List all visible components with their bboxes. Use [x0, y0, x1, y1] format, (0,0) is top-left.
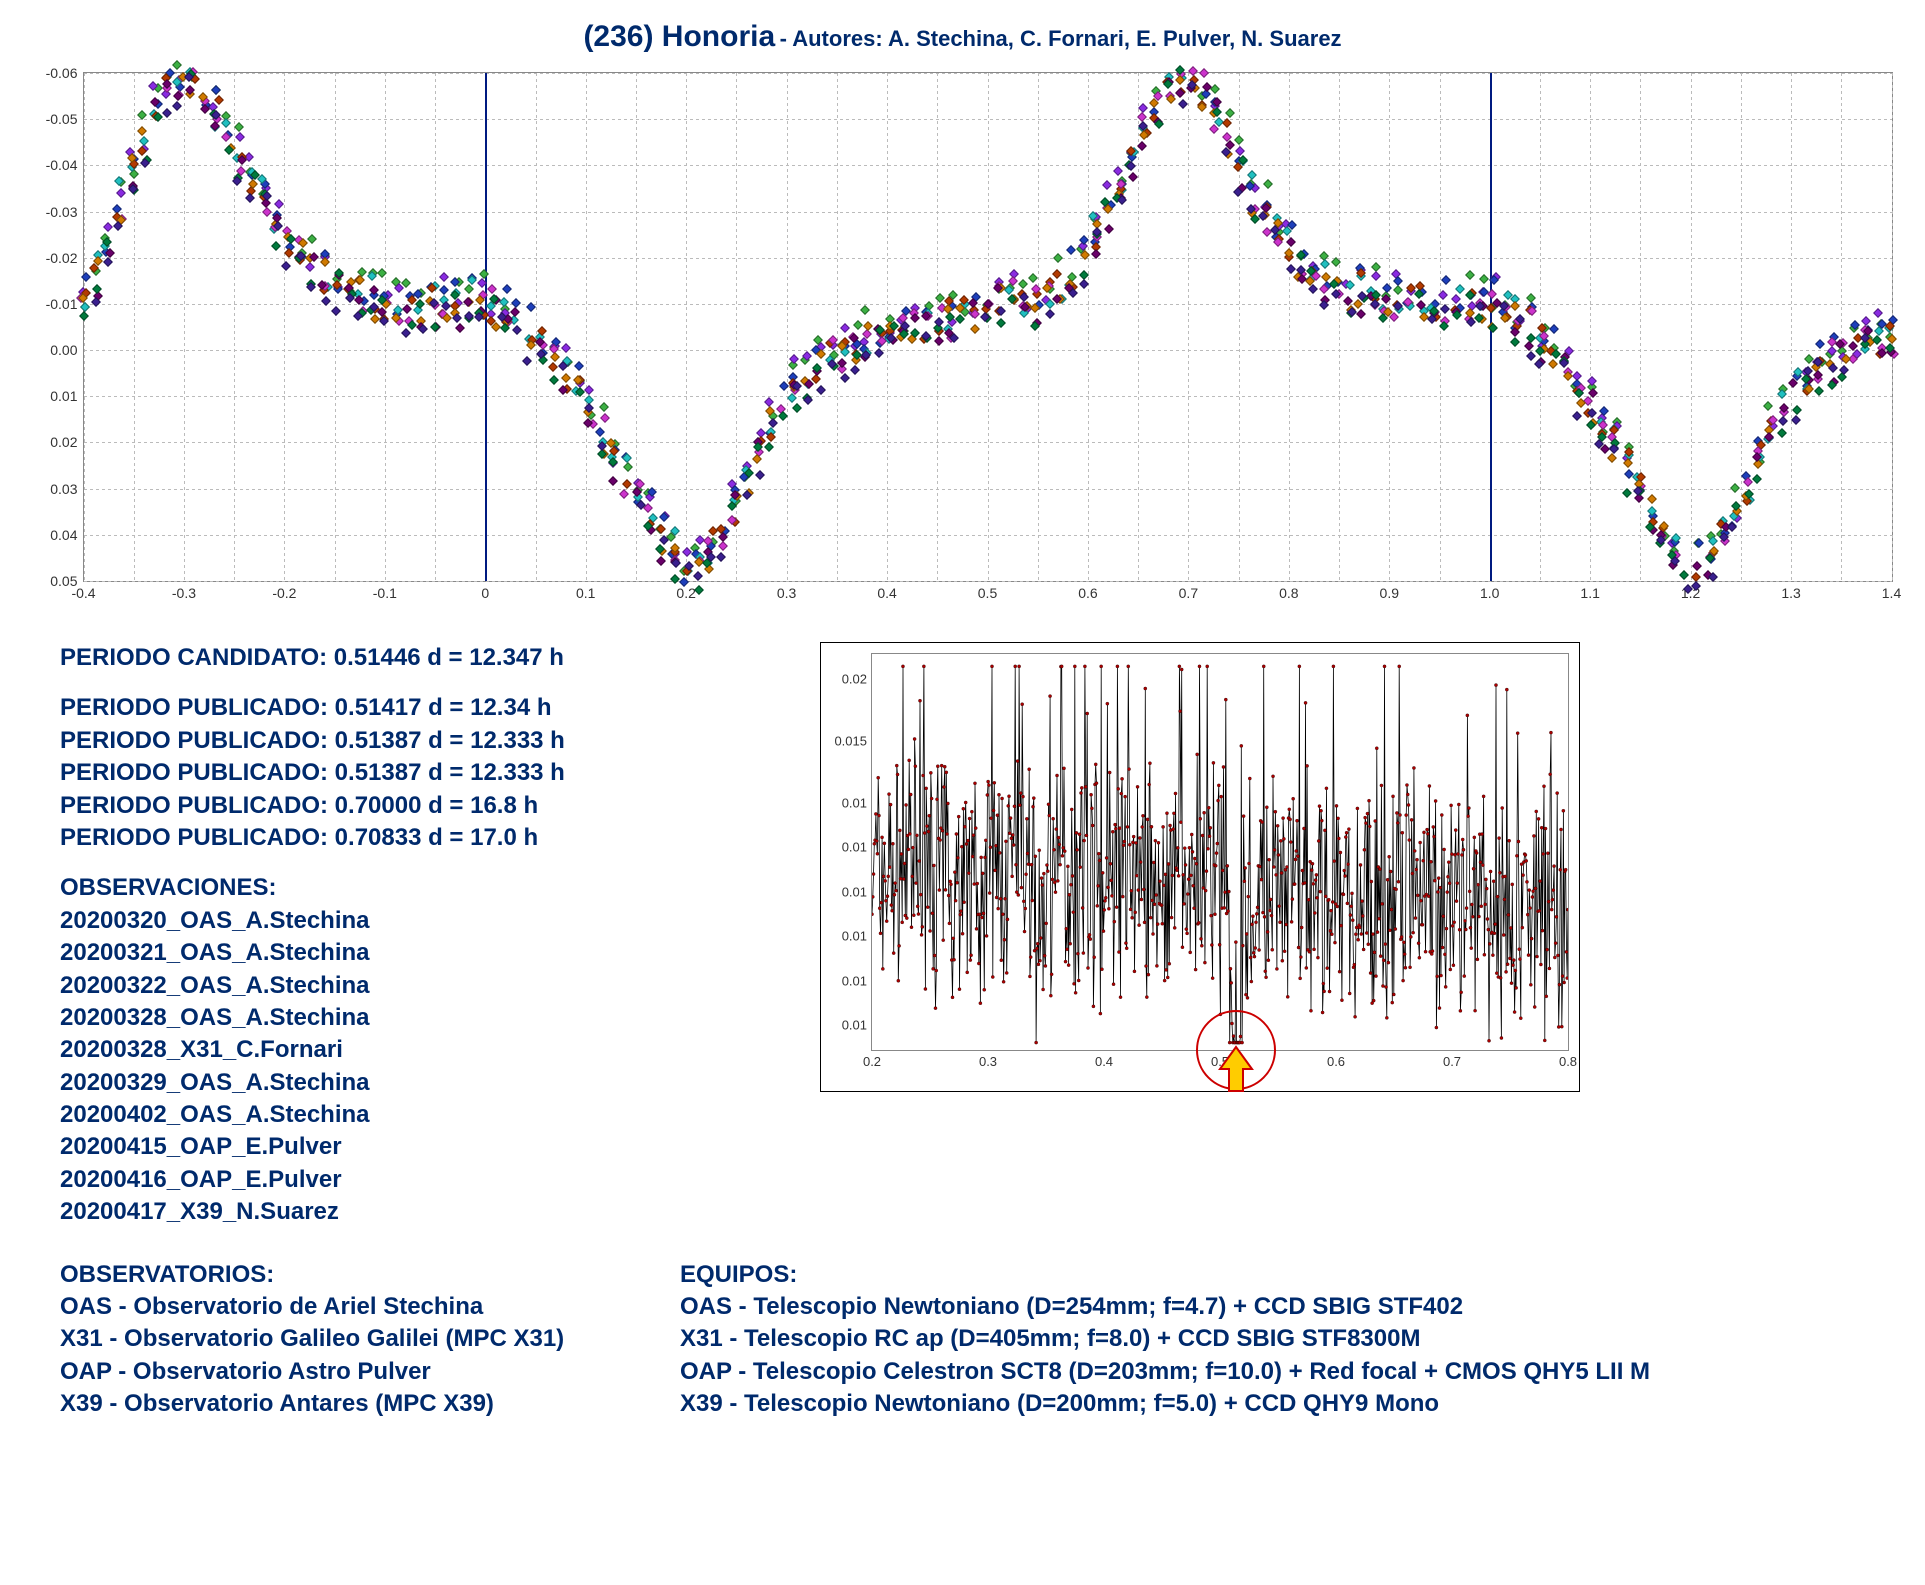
- equipo-item: X39 - Telescopio Newtoniano (D=200mm; f=…: [680, 1388, 1865, 1420]
- x-tick-label: 1.4: [1882, 581, 1901, 601]
- x-tick-label: -0.3: [172, 581, 196, 601]
- pg-y-tick: 0.01: [842, 795, 872, 810]
- pg-y-tick: 0.01: [842, 1018, 872, 1033]
- pg-y-tick: 0.02: [842, 671, 872, 686]
- observatorio-item: OAP - Observatorio Astro Pulver: [60, 1356, 620, 1388]
- equipos-column: EQUIPOS: OAS - Telescopio Newtoniano (D=…: [680, 1259, 1865, 1421]
- x-tick-label: 0.8: [1279, 581, 1298, 601]
- x-tick-label: 0.1: [576, 581, 595, 601]
- x-tick-label: 1.1: [1580, 581, 1599, 601]
- x-tick-label: 0.3: [777, 581, 796, 601]
- pg-x-tick: 0.2: [863, 1050, 881, 1069]
- y-tick-label: 0.00: [50, 342, 83, 358]
- observatorios-list: OAS - Observatorio de Ariel StechinaX31 …: [60, 1291, 620, 1421]
- observatorio-item: X39 - Observatorio Antares (MPC X39): [60, 1388, 620, 1420]
- period-marker: [485, 73, 487, 581]
- y-tick-label: 0.04: [50, 527, 83, 543]
- x-tick-label: 0.4: [877, 581, 896, 601]
- periodo-publicado: PERIODO PUBLICADO: 0.70000 d = 16.8 h: [60, 790, 780, 822]
- pg-y-tick: 0.01: [842, 973, 872, 988]
- phase-plot-area: -0.06-0.05-0.04-0.03-0.02-0.010.000.010.…: [83, 72, 1893, 582]
- y-tick-label: -0.06: [46, 65, 84, 81]
- x-tick-label: 0: [481, 581, 489, 601]
- observacion-item: 20200320_OAS_A.Stechina: [60, 905, 780, 937]
- equipos-header: EQUIPOS:: [680, 1259, 1865, 1291]
- x-tick-label: -0.2: [272, 581, 296, 601]
- x-tick-label: -0.1: [373, 581, 397, 601]
- title-authors: - Autores: A. Stechina, C. Fornari, E. P…: [780, 26, 1342, 51]
- y-tick-label: 0.03: [50, 481, 83, 497]
- pg-x-tick: 0.4: [1095, 1050, 1113, 1069]
- y-tick-label: -0.03: [46, 204, 84, 220]
- y-tick-label: -0.04: [46, 157, 84, 173]
- periodo-candidato: PERIODO CANDIDATO: 0.51446 d = 12.347 h: [60, 642, 780, 674]
- pg-y-tick: 0.01: [842, 884, 872, 899]
- periodogram-plot-area: 0.010.010.010.010.010.010.0150.020.20.30…: [871, 653, 1569, 1051]
- y-tick-label: -0.02: [46, 250, 84, 266]
- x-tick-label: 1.3: [1781, 581, 1800, 601]
- pg-x-tick: 0.6: [1327, 1050, 1345, 1069]
- pg-x-tick: 0.8: [1559, 1050, 1577, 1069]
- observacion-item: 20200329_OAS_A.Stechina: [60, 1067, 780, 1099]
- observacion-item: 20200328_X31_C.Fornari: [60, 1034, 780, 1066]
- pg-y-tick: 0.015: [834, 733, 872, 748]
- y-tick-label: 0.01: [50, 388, 83, 404]
- x-tick-label: -0.4: [71, 581, 95, 601]
- x-tick-label: 0.5: [978, 581, 997, 601]
- y-tick-label: -0.05: [46, 111, 84, 127]
- observacion-item: 20200328_OAS_A.Stechina: [60, 1002, 780, 1034]
- observaciones-header: OBSERVACIONES:: [60, 872, 780, 904]
- pg-y-tick: 0.01: [842, 840, 872, 855]
- observacion-item: 20200415_OAP_E.Pulver: [60, 1131, 780, 1163]
- observacion-item: 20200322_OAS_A.Stechina: [60, 970, 780, 1002]
- observatorios-column: OBSERVATORIOS: OAS - Observatorio de Ari…: [60, 1259, 620, 1421]
- observaciones-list: 20200320_OAS_A.Stechina20200321_OAS_A.St…: [60, 905, 780, 1229]
- observatorio-item: OAS - Observatorio de Ariel Stechina: [60, 1291, 620, 1323]
- bottom-section: PERIODO CANDIDATO: 0.51446 d = 12.347 h …: [20, 632, 1905, 1239]
- x-tick-label: 0.6: [1078, 581, 1097, 601]
- equipo-item: OAS - Telescopio Newtoniano (D=254mm; f=…: [680, 1291, 1865, 1323]
- equipo-item: OAP - Telescopio Celestron SCT8 (D=203mm…: [680, 1356, 1865, 1388]
- observatorios-equipos-row: OBSERVATORIOS: OAS - Observatorio de Ari…: [20, 1239, 1905, 1421]
- y-tick-label: 0.02: [50, 434, 83, 450]
- observacion-item: 20200321_OAS_A.Stechina: [60, 937, 780, 969]
- equipos-list: OAS - Telescopio Newtoniano (D=254mm; f=…: [680, 1291, 1865, 1421]
- x-tick-label: 1.0: [1480, 581, 1499, 601]
- periodo-publicado: PERIODO PUBLICADO: 0.70833 d = 17.0 h: [60, 822, 780, 854]
- observacion-item: 20200402_OAS_A.Stechina: [60, 1099, 780, 1131]
- periodo-publicado: PERIODO PUBLICADO: 0.51417 d = 12.34 h: [60, 692, 780, 724]
- periodos-publicados-list: PERIODO PUBLICADO: 0.51417 d = 12.34 hPE…: [60, 692, 780, 854]
- page-title: (236) Honoria - Autores: A. Stechina, C.…: [20, 20, 1905, 54]
- title-main: (236) Honoria: [583, 20, 775, 53]
- observacion-item: 20200416_OAP_E.Pulver: [60, 1164, 780, 1196]
- pg-x-tick: 0.7: [1443, 1050, 1461, 1069]
- periodo-publicado: PERIODO PUBLICADO: 0.51387 d = 12.333 h: [60, 725, 780, 757]
- x-tick-label: 0.9: [1380, 581, 1399, 601]
- phase-lightcurve-chart: -0.06-0.05-0.04-0.03-0.02-0.010.000.010.…: [23, 62, 1903, 612]
- pg-y-tick: 0.01: [842, 929, 872, 944]
- observatorio-item: X31 - Observatorio Galileo Galilei (MPC …: [60, 1323, 620, 1355]
- info-left-column: PERIODO CANDIDATO: 0.51446 d = 12.347 h …: [60, 642, 780, 1229]
- periodogram-chart: 0.01 0.01 0.01 0.01 0.01 0.01 0.015 0.02 0.2 0.3 0…: [820, 642, 1580, 1092]
- pg-x-tick: 0.3: [979, 1050, 997, 1069]
- observatorios-header: OBSERVATORIOS:: [60, 1259, 620, 1291]
- info-right-column: 0.01 0.01 0.01 0.01 0.01 0.01 0.015 0.02 0.2 0.3 0…: [820, 642, 1865, 1229]
- arrow-up-icon: [1216, 1045, 1256, 1100]
- equipo-item: X31 - Telescopio RC ap (D=405mm; f=8.0) …: [680, 1323, 1865, 1355]
- observacion-item: 20200417_X39_N.Suarez: [60, 1196, 780, 1228]
- periodo-publicado: PERIODO PUBLICADO: 0.51387 d = 12.333 h: [60, 757, 780, 789]
- x-tick-label: 0.7: [1179, 581, 1198, 601]
